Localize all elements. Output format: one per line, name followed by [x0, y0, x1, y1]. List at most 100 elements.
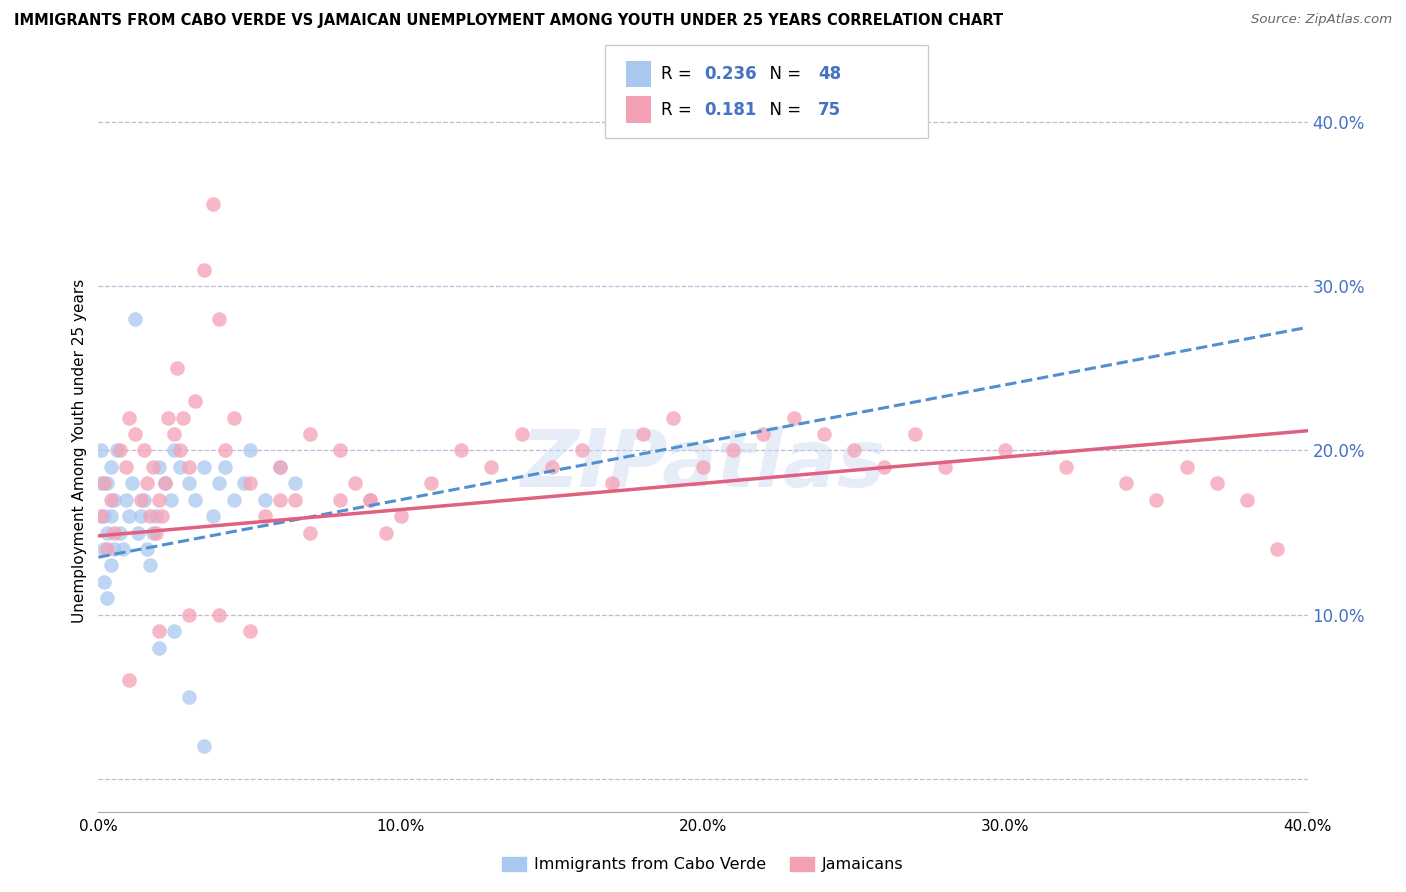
Jamaicans	[145, 525, 167, 540]
Jamaicans	[631, 427, 654, 442]
Jamaicans	[389, 509, 412, 524]
Jamaicans	[481, 459, 503, 474]
Jamaicans	[329, 443, 352, 458]
Jamaicans	[540, 459, 562, 474]
Jamaicans	[420, 476, 443, 491]
Jamaicans	[118, 673, 141, 688]
Jamaicans	[108, 443, 131, 458]
Y-axis label: Unemployment Among Youth under 25 years: Unemployment Among Youth under 25 years	[72, 278, 87, 623]
Immigrants from Cabo Verde	[142, 525, 165, 540]
Jamaicans	[208, 607, 231, 622]
Immigrants from Cabo Verde	[269, 459, 291, 474]
Immigrants from Cabo Verde	[193, 739, 215, 753]
Jamaicans	[299, 525, 322, 540]
Jamaicans	[284, 492, 307, 507]
Text: 75: 75	[818, 101, 841, 119]
Immigrants from Cabo Verde	[124, 312, 146, 326]
Jamaicans	[1175, 459, 1198, 474]
Jamaicans	[783, 410, 806, 425]
Jamaicans	[179, 607, 201, 622]
Text: R =: R =	[661, 65, 697, 83]
Jamaicans	[103, 525, 125, 540]
Jamaicans	[148, 492, 170, 507]
Immigrants from Cabo Verde	[100, 459, 122, 474]
Immigrants from Cabo Verde	[179, 476, 201, 491]
Jamaicans	[450, 443, 472, 458]
Jamaicans	[239, 624, 262, 639]
Jamaicans	[166, 361, 188, 376]
Jamaicans	[96, 541, 118, 556]
Jamaicans	[904, 427, 927, 442]
Immigrants from Cabo Verde	[132, 492, 155, 507]
Immigrants from Cabo Verde	[93, 509, 115, 524]
Immigrants from Cabo Verde	[96, 525, 118, 540]
Jamaicans	[129, 492, 152, 507]
Jamaicans	[344, 476, 367, 491]
Immigrants from Cabo Verde	[127, 525, 149, 540]
Jamaicans	[1206, 476, 1229, 491]
Jamaicans	[661, 410, 683, 425]
Immigrants from Cabo Verde	[108, 525, 131, 540]
Jamaicans	[813, 427, 835, 442]
Text: 48: 48	[818, 65, 841, 83]
Text: R =: R =	[661, 101, 697, 119]
Immigrants from Cabo Verde	[179, 690, 201, 704]
Jamaicans	[148, 624, 170, 639]
Jamaicans	[1236, 492, 1258, 507]
Jamaicans	[994, 443, 1017, 458]
Jamaicans	[114, 459, 136, 474]
Jamaicans	[132, 443, 155, 458]
Jamaicans	[214, 443, 236, 458]
Jamaicans	[142, 459, 165, 474]
Jamaicans	[239, 476, 262, 491]
Immigrants from Cabo Verde	[139, 558, 162, 573]
Jamaicans	[135, 476, 157, 491]
Text: N =: N =	[759, 65, 807, 83]
Jamaicans	[692, 459, 714, 474]
Immigrants from Cabo Verde	[253, 492, 276, 507]
Jamaicans	[193, 262, 215, 277]
Immigrants from Cabo Verde	[93, 541, 115, 556]
Jamaicans	[179, 459, 201, 474]
Jamaicans	[153, 476, 176, 491]
Jamaicans	[100, 492, 122, 507]
Jamaicans	[510, 427, 533, 442]
Jamaicans	[873, 459, 896, 474]
Immigrants from Cabo Verde	[239, 443, 262, 458]
Text: 0.181: 0.181	[704, 101, 756, 119]
Jamaicans	[1115, 476, 1137, 491]
Jamaicans	[360, 492, 382, 507]
Jamaicans	[329, 492, 352, 507]
Jamaicans	[139, 509, 162, 524]
Immigrants from Cabo Verde	[135, 541, 157, 556]
Jamaicans	[163, 427, 186, 442]
Immigrants from Cabo Verde	[121, 476, 143, 491]
Text: 0.236: 0.236	[704, 65, 756, 83]
Jamaicans	[752, 427, 775, 442]
Jamaicans	[208, 312, 231, 326]
Immigrants from Cabo Verde	[111, 541, 134, 556]
Jamaicans	[602, 476, 624, 491]
Immigrants from Cabo Verde	[193, 459, 215, 474]
Immigrants from Cabo Verde	[184, 492, 207, 507]
Immigrants from Cabo Verde	[153, 476, 176, 491]
Immigrants from Cabo Verde	[163, 624, 186, 639]
Jamaicans	[723, 443, 745, 458]
Immigrants from Cabo Verde	[100, 558, 122, 573]
Text: ZIPatlas: ZIPatlas	[520, 425, 886, 504]
Immigrants from Cabo Verde	[163, 443, 186, 458]
Jamaicans	[269, 492, 291, 507]
Immigrants from Cabo Verde	[100, 509, 122, 524]
Immigrants from Cabo Verde	[169, 459, 191, 474]
Immigrants from Cabo Verde	[284, 476, 307, 491]
Jamaicans	[269, 459, 291, 474]
Text: N =: N =	[759, 101, 807, 119]
Immigrants from Cabo Verde	[224, 492, 246, 507]
Immigrants from Cabo Verde	[90, 476, 112, 491]
Jamaicans	[571, 443, 593, 458]
Jamaicans	[360, 492, 382, 507]
Immigrants from Cabo Verde	[103, 492, 125, 507]
Immigrants from Cabo Verde	[232, 476, 254, 491]
Immigrants from Cabo Verde	[160, 492, 183, 507]
Immigrants from Cabo Verde	[90, 443, 112, 458]
